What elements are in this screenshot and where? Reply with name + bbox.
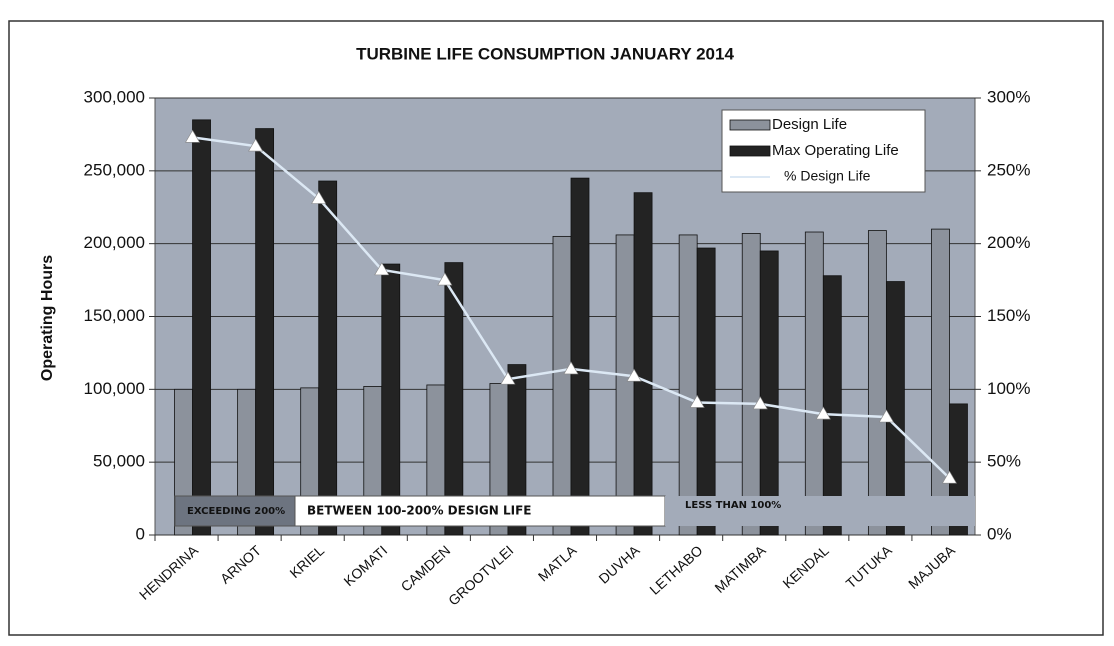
marker <box>311 190 327 204</box>
chart-title: TURBINE LIFE CONSUMPTION JANUARY 2014 <box>356 44 734 63</box>
marker <box>437 272 453 286</box>
marker <box>500 371 516 385</box>
bar <box>570 177 590 536</box>
marker <box>752 396 768 410</box>
y-tick-label: 200,000 <box>84 233 145 252</box>
marker <box>815 406 831 420</box>
legend-swatch <box>729 145 771 157</box>
bar <box>931 228 950 536</box>
y-axis-label: Operating Hours <box>39 255 56 381</box>
bar <box>867 230 887 536</box>
marker <box>941 470 957 484</box>
y2-tick-label: 100% <box>987 379 1030 398</box>
y-tick-label: 100,000 <box>84 379 145 398</box>
y2-tick-label: 300% <box>987 87 1030 106</box>
annotation-box <box>174 495 296 527</box>
y-tick-label: 250,000 <box>84 160 145 179</box>
y-tick-label: 0 <box>136 524 145 543</box>
bar <box>804 231 824 536</box>
marker <box>185 129 201 143</box>
y2-tick-label: 50% <box>987 452 1021 471</box>
y2-tick-label: 250% <box>987 160 1030 179</box>
y-tick-label: 150,000 <box>84 306 145 325</box>
bar <box>381 263 401 536</box>
marker <box>689 394 705 408</box>
bar <box>822 275 842 536</box>
bar <box>192 119 211 536</box>
bar <box>552 235 572 536</box>
marker <box>374 262 390 276</box>
legend-label: Design Life <box>772 116 847 133</box>
bar <box>741 233 761 536</box>
bar <box>696 247 716 536</box>
bar <box>615 234 635 536</box>
y2-tick-label: 0% <box>987 524 1012 543</box>
y2-tick-label: 150% <box>987 306 1030 325</box>
bar <box>444 262 464 536</box>
y-tick-label: 300,000 <box>84 87 145 106</box>
annotation: EXCEEDING 200% <box>187 506 285 517</box>
annotation: BETWEEN 100-200% DESIGN LIFE <box>307 504 532 518</box>
marker <box>626 368 642 382</box>
bar <box>633 192 653 536</box>
bar <box>255 128 275 536</box>
y-tick-label: 50,000 <box>93 452 145 471</box>
annotation-box <box>665 496 975 526</box>
annotation: LESS THAN 100% <box>685 500 781 511</box>
marker <box>563 361 579 375</box>
bar <box>885 281 905 536</box>
annotation-box <box>294 495 666 527</box>
marker <box>248 138 264 152</box>
bar <box>318 180 338 536</box>
bar <box>678 234 698 536</box>
marker <box>878 409 894 423</box>
y2-tick-label: 200% <box>987 233 1030 252</box>
legend-label: Max Operating Life <box>772 142 899 159</box>
legend-swatch <box>729 119 771 131</box>
bar <box>759 250 779 536</box>
legend-label: % Design Life <box>784 168 871 184</box>
bar <box>507 364 527 536</box>
